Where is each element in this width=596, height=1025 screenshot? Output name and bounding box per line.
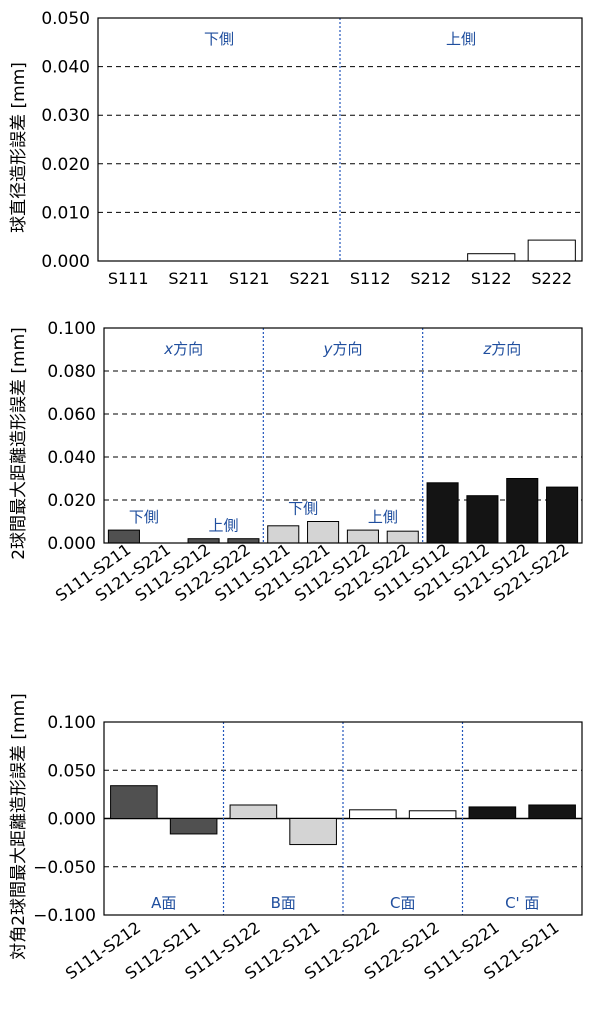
y-tick-label: 0.060 <box>47 405 96 425</box>
bar <box>468 806 517 819</box>
bar <box>546 486 579 544</box>
group-label: B面 <box>271 894 296 912</box>
bar <box>267 525 300 544</box>
y-tick-label: 0.020 <box>41 155 90 175</box>
bar <box>506 478 539 544</box>
y-tick-label: 0.000 <box>47 534 96 554</box>
y-tick-label: 0.010 <box>41 203 90 223</box>
x-tick-label: S111 <box>108 269 149 288</box>
x-tick-label: S212 <box>410 269 451 288</box>
y-axis-label: 球直径造形誤差 [mm] <box>9 62 29 233</box>
plot-frame <box>103 721 583 916</box>
y-tick-label: 0.100 <box>47 319 96 339</box>
bar <box>349 809 397 820</box>
y-tick-label: 0.000 <box>41 252 90 272</box>
bar <box>466 495 499 544</box>
bar <box>229 804 278 819</box>
y-tick-label: −0.100 <box>33 906 96 926</box>
y-tick-label: 0.020 <box>47 491 96 511</box>
subgroup-label: 上側 <box>368 508 398 526</box>
y-tick-label: 0.000 <box>47 810 96 830</box>
y-tick-label: 0.050 <box>47 761 96 781</box>
group-label: A面 <box>151 894 176 912</box>
plot-frame <box>97 17 583 262</box>
bar <box>408 810 457 820</box>
y-tick-label: −0.050 <box>33 858 96 878</box>
group-label-axis: y <box>323 340 334 358</box>
subgroup-label: 下側 <box>288 500 318 518</box>
group-label-text: 方向 <box>332 340 362 358</box>
group-label-axis: x <box>163 340 173 358</box>
x-tick-label: S121 <box>229 269 270 288</box>
bar <box>426 482 459 544</box>
y-axis-label: 対角2球間最大距離造形誤差 [mm] <box>9 693 29 960</box>
group-label-axis: z <box>482 340 492 358</box>
group-label: 下側 <box>204 30 234 48</box>
bar <box>527 239 576 262</box>
y-tick-label: 0.040 <box>47 448 96 468</box>
y-tick-label: 0.040 <box>41 58 90 78</box>
y-tick-label: 0.030 <box>41 106 90 126</box>
bar <box>110 785 158 820</box>
x-tick-label: S211 <box>168 269 209 288</box>
x-tick-label: S221 <box>289 269 330 288</box>
group-label: C' 面 <box>505 894 539 912</box>
group-label: 上側 <box>446 30 476 48</box>
subgroup-label: 上側 <box>208 517 238 535</box>
group-label: x方向 <box>163 340 203 358</box>
bar <box>528 804 576 819</box>
x-tick-label: S112 <box>350 269 391 288</box>
x-tick-label: S222 <box>531 269 572 288</box>
bar <box>289 818 337 846</box>
y-tick-label: 0.050 <box>41 9 90 29</box>
group-label-text: 方向 <box>491 340 521 358</box>
group-label: C面 <box>390 894 415 912</box>
chart-panel-1: 0.000 0.010 0.020 0.030 0.040 0.050 下側 上側 S111 S2… <box>9 9 583 288</box>
group-label: z方向 <box>482 340 521 358</box>
y-axis-label: 2球間最大距離造形誤差 [mm] <box>9 327 29 560</box>
y-tick-label: 0.080 <box>47 362 96 382</box>
plot-frame <box>103 327 583 544</box>
group-label-text: 方向 <box>173 340 203 358</box>
y-tick-label: 0.100 <box>47 713 96 733</box>
bar <box>169 818 218 835</box>
x-tick-label: S122 <box>471 269 512 288</box>
group-label: y方向 <box>323 340 363 358</box>
subgroup-label: 下側 <box>129 508 159 526</box>
bar <box>307 521 340 544</box>
bar <box>467 253 516 262</box>
